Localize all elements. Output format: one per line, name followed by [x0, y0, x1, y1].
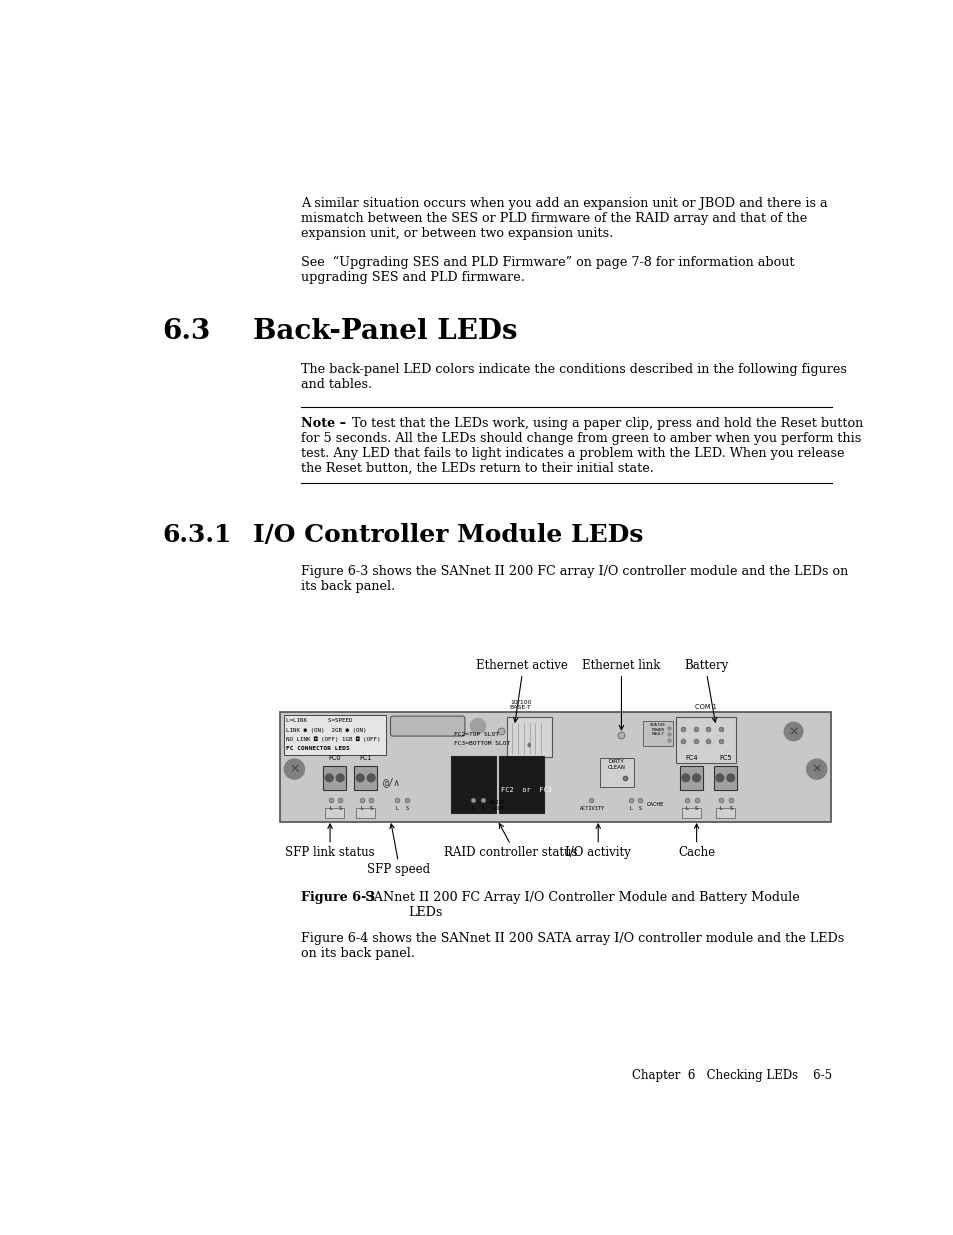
FancyBboxPatch shape	[390, 716, 464, 736]
Bar	[283, 715, 385, 756]
Circle shape	[356, 774, 364, 782]
Bar	[325, 808, 344, 819]
Text: upgrading SES and PLD firmware.: upgrading SES and PLD firmware.	[301, 270, 525, 284]
Bar	[498, 756, 543, 813]
Text: FC0: FC0	[328, 755, 340, 761]
Text: DIRTY
CLEAN: DIRTY CLEAN	[607, 760, 625, 771]
Text: Figure 6-4 shows the SANnet II 200 SATA array I/O controller module and the LEDs: Figure 6-4 shows the SANnet II 200 SATA …	[301, 932, 843, 945]
Bar	[675, 716, 736, 763]
Circle shape	[692, 774, 700, 782]
Bar	[451, 756, 496, 813]
Text: S: S	[728, 806, 732, 811]
Text: S: S	[338, 806, 341, 811]
Text: SANnet II 200 FC Array I/O Controller Module and Battery Module: SANnet II 200 FC Array I/O Controller Mo…	[356, 890, 799, 904]
Text: and tables.: and tables.	[301, 378, 372, 390]
Bar	[323, 766, 346, 790]
Text: for 5 seconds. All the LEDs should change from green to amber when you perform t: for 5 seconds. All the LEDs should chang…	[301, 431, 861, 445]
Text: STATUS
POWER
FAULT: STATUS POWER FAULT	[649, 722, 665, 736]
Text: See  “Upgrading SES and PLD Firmware” on page 7-8 for information about: See “Upgrading SES and PLD Firmware” on …	[301, 256, 794, 269]
Text: S: S	[480, 806, 484, 811]
Text: CACHE: CACHE	[646, 802, 663, 806]
Text: ×: ×	[811, 762, 821, 776]
Text: SFP speed: SFP speed	[366, 863, 430, 876]
Bar	[642, 721, 672, 746]
Bar	[713, 766, 736, 790]
Text: S: S	[695, 806, 698, 811]
Text: A similar situation occurs when you add an expansion unit or JBOD and there is a: A similar situation occurs when you add …	[301, 196, 827, 210]
Bar	[356, 808, 375, 819]
Text: test. Any LED that fails to light indicates a problem with the LED. When you rel: test. Any LED that fails to light indica…	[301, 447, 844, 459]
Circle shape	[335, 774, 344, 782]
Text: FC2=TOP SLOT: FC2=TOP SLOT	[454, 732, 498, 737]
Bar	[280, 713, 830, 821]
Text: FC2  or  FC3: FC2 or FC3	[500, 787, 551, 793]
Circle shape	[716, 774, 723, 782]
Text: COM 1: COM 1	[695, 704, 716, 710]
Text: Note –: Note –	[301, 416, 346, 430]
Text: DRIVE
LOOP: DRIVE LOOP	[489, 800, 505, 811]
Text: Figure 6-3: Figure 6-3	[301, 890, 375, 904]
Bar	[599, 758, 633, 787]
Circle shape	[783, 722, 802, 741]
Text: @/∧: @/∧	[383, 777, 400, 787]
Text: FC5: FC5	[719, 755, 731, 761]
Text: its back panel.: its back panel.	[301, 580, 395, 593]
Text: S: S	[369, 806, 373, 811]
Text: ×: ×	[289, 762, 299, 776]
Text: L: L	[395, 806, 398, 811]
Circle shape	[367, 774, 375, 782]
Text: L: L	[685, 806, 688, 811]
Text: 6.3.1: 6.3.1	[162, 522, 231, 547]
Text: 6.3: 6.3	[162, 317, 210, 345]
Text: on its back panel.: on its back panel.	[301, 947, 415, 961]
Text: I/O Controller Module LEDs: I/O Controller Module LEDs	[253, 522, 642, 547]
Text: I/O activity: I/O activity	[565, 846, 631, 860]
Text: FC4: FC4	[684, 755, 697, 761]
Text: RAID controller status: RAID controller status	[443, 846, 577, 860]
Bar	[716, 808, 734, 819]
Text: The back-panel LED colors indicate the conditions described in the following fig: The back-panel LED colors indicate the c…	[301, 363, 846, 375]
Bar	[506, 716, 551, 757]
Text: ACTIVITY: ACTIVITY	[579, 806, 604, 811]
Text: Back-Panel LEDs: Back-Panel LEDs	[253, 317, 517, 345]
Text: LINK ● (ON)  2GB ● (ON): LINK ● (ON) 2GB ● (ON)	[286, 727, 366, 732]
Text: FC1: FC1	[359, 755, 372, 761]
Text: To test that the LEDs work, using a paper clip, press and hold the Reset button: To test that the LEDs work, using a pape…	[348, 416, 862, 430]
Text: L: L	[629, 806, 632, 811]
Text: SFP link status: SFP link status	[285, 846, 375, 860]
Text: the Reset button, the LEDs return to their initial state.: the Reset button, the LEDs return to the…	[301, 462, 654, 474]
Text: Chapter  6   Checking LEDs    6-5: Chapter 6 Checking LEDs 6-5	[632, 1070, 831, 1082]
Circle shape	[325, 774, 333, 782]
Text: ×: ×	[787, 725, 798, 739]
Text: 10/100
BASE-T: 10/100 BASE-T	[509, 699, 531, 710]
Circle shape	[681, 774, 689, 782]
Text: Ethernet active: Ethernet active	[476, 659, 568, 672]
Text: FC CONNECTOR LEDS: FC CONNECTOR LEDS	[286, 746, 349, 751]
Text: S: S	[405, 806, 408, 811]
Circle shape	[284, 760, 304, 779]
Text: S: S	[638, 806, 641, 811]
Text: mismatch between the SES or PLD firmware of the RAID array and that of the: mismatch between the SES or PLD firmware…	[301, 211, 807, 225]
Text: L: L	[720, 806, 722, 811]
Text: LEDs: LEDs	[408, 906, 442, 919]
Text: L: L	[329, 806, 332, 811]
Circle shape	[726, 774, 734, 782]
Text: Cache: Cache	[678, 846, 715, 860]
Bar	[679, 766, 702, 790]
Bar	[681, 808, 700, 819]
Circle shape	[470, 719, 485, 734]
Bar	[354, 766, 377, 790]
Text: L=LINK      S=SPEED: L=LINK S=SPEED	[286, 719, 352, 724]
Text: Figure 6-3 shows the SANnet II 200 FC array I/O controller module and the LEDs o: Figure 6-3 shows the SANnet II 200 FC ar…	[301, 566, 848, 578]
Text: FC3=BOTTOM SLOT: FC3=BOTTOM SLOT	[454, 741, 510, 746]
Text: L: L	[472, 806, 475, 811]
Circle shape	[806, 760, 826, 779]
Text: Battery: Battery	[684, 659, 728, 672]
Text: NO LINK ◘ (OFF) 1GB ◘ (OFF): NO LINK ◘ (OFF) 1GB ◘ (OFF)	[286, 736, 380, 742]
Text: L: L	[360, 806, 363, 811]
Text: Ethernet link: Ethernet link	[581, 659, 659, 672]
Text: expansion unit, or between two expansion units.: expansion unit, or between two expansion…	[301, 227, 613, 240]
